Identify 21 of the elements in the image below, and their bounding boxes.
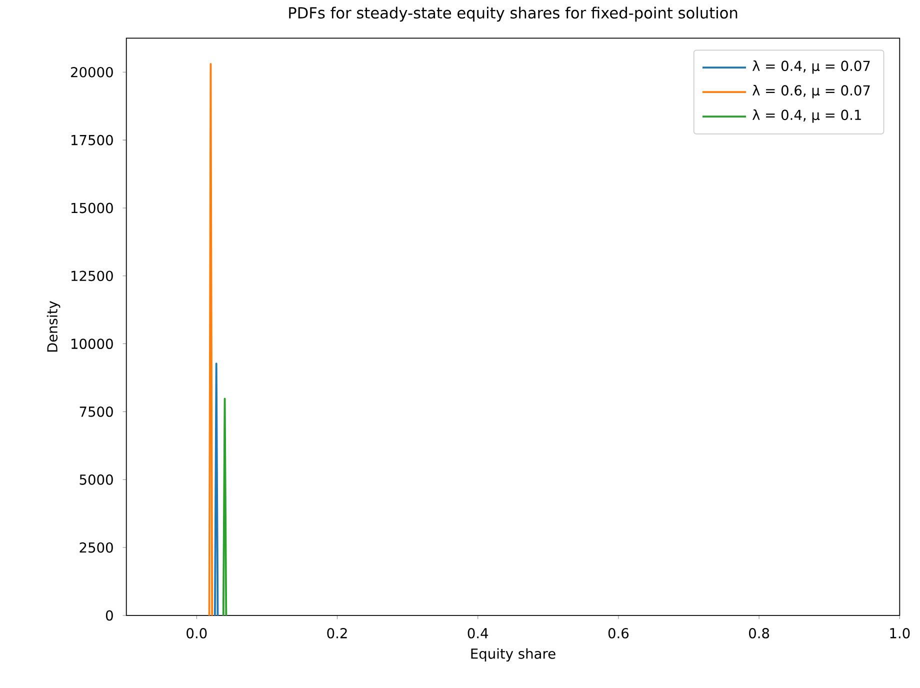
- x-tick-label: 0.8: [749, 628, 770, 638]
- x-tick-label: 0.2: [327, 628, 347, 638]
- legend-label: λ = 0.4, μ = 0.1: [752, 109, 861, 123]
- legend-label: λ = 0.4, μ = 0.07: [752, 60, 870, 74]
- y-tick-label: 5000: [80, 474, 113, 485]
- y-tick-label: 0: [106, 610, 113, 621]
- legend-label: λ = 0.6, μ = 0.07: [752, 84, 870, 98]
- x-tick-label: 0.6: [608, 628, 629, 638]
- chart-title: PDFs for steady-state equity shares for fixed-point solution: [289, 6, 738, 22]
- x-axis-title: Equity share: [471, 648, 556, 662]
- y-axis-title: Density: [46, 301, 60, 352]
- y-tick-label: 17500: [72, 134, 113, 146]
- y-tick-label: 15000: [72, 202, 113, 214]
- y-tick-label: 2500: [80, 542, 113, 553]
- y-tick-label: 10000: [72, 338, 113, 349]
- y-tick-label: 20000: [70, 66, 113, 78]
- y-tick-label: 12500: [72, 270, 113, 282]
- x-tick-label: 0.4: [468, 628, 488, 638]
- y-tick-label: 7500: [80, 406, 113, 417]
- x-tick-label: 0.0: [186, 628, 207, 638]
- x-tick-label: 1.0: [890, 628, 910, 638]
